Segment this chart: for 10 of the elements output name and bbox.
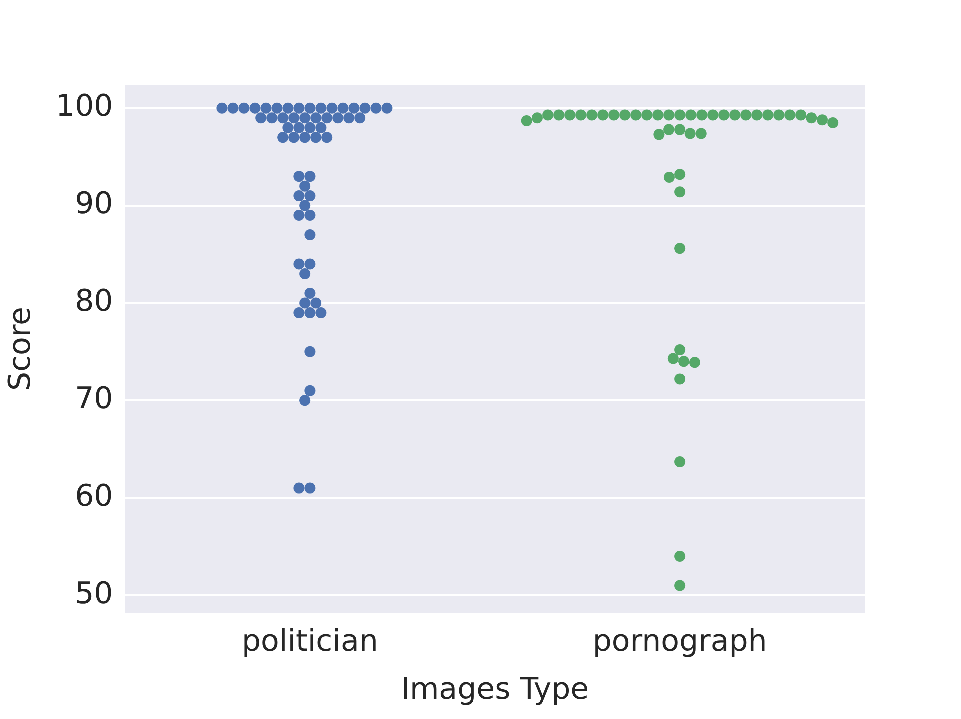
y-tick-label: 100: [56, 89, 114, 124]
y-tick-label: 50: [75, 576, 114, 612]
y-tick-label: 70: [75, 381, 114, 416]
x-tick-label: politician: [242, 624, 378, 659]
y-tick-label: 60: [75, 478, 114, 514]
y-tick-label: 90: [75, 186, 114, 222]
y-tick-label: 80: [75, 284, 114, 320]
x-tick-label: pornograph: [592, 624, 768, 659]
y-axis-title: Score: [2, 306, 38, 392]
x-axis-title: Images Type: [401, 672, 590, 707]
